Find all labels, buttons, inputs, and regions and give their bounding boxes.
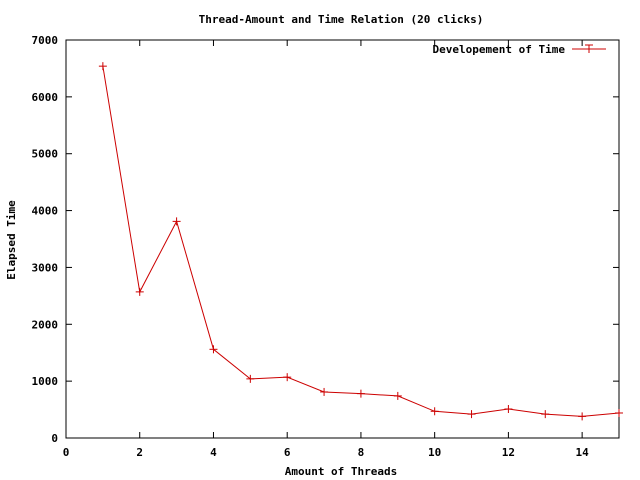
data-point-marker (467, 410, 476, 419)
x-tick-label: 6 (284, 446, 291, 459)
chart-title: Thread-Amount and Time Relation (20 clic… (199, 13, 484, 26)
data-point-marker (541, 410, 550, 419)
x-tick-label: 12 (502, 446, 515, 459)
data-point-marker (135, 287, 144, 296)
plot-frame (65, 39, 620, 439)
data-point-marker (246, 374, 255, 383)
y-tick-label: 0 (51, 432, 58, 445)
data-point-marker (578, 412, 587, 421)
legend: Developement of Time (433, 43, 606, 56)
x-axis-label: Amount of Threads (285, 465, 398, 478)
data-point-marker (172, 217, 181, 226)
data-point-marker (615, 408, 623, 417)
legend-marker (585, 44, 593, 53)
data-point-marker (393, 391, 402, 400)
series-layer (98, 62, 623, 421)
y-tick-label: 6000 (32, 91, 59, 104)
y-tick-label: 2000 (32, 318, 59, 331)
x-tick-label: 0 (63, 446, 70, 459)
y-axis: 0 1000 2000 3000 4000 5000 6000 7000 (32, 34, 619, 445)
data-point-marker (504, 405, 513, 414)
data-point-marker (209, 345, 218, 354)
data-point-marker (283, 373, 292, 382)
legend-label: Developement of Time (433, 43, 566, 56)
data-point-marker (430, 407, 439, 416)
y-tick-label: 3000 (32, 261, 59, 274)
y-tick-label: 5000 (32, 148, 59, 161)
data-point-marker (356, 389, 365, 398)
x-tick-label: 4 (210, 446, 217, 459)
x-tick-label: 2 (136, 446, 143, 459)
series-line (102, 66, 620, 417)
y-tick-label: 4000 (32, 205, 59, 218)
x-tick-label: 10 (428, 446, 441, 459)
x-tick-label: 14 (576, 446, 590, 459)
x-axis: 0 2 4 6 8 10 12 14 (63, 40, 589, 459)
y-tick-label: 7000 (32, 34, 59, 47)
y-tick-label: 1000 (32, 375, 59, 388)
x-tick-label: 8 (358, 446, 365, 459)
y-axis-label: Elapsed Time (5, 200, 18, 280)
data-point-marker (320, 387, 329, 396)
data-point-marker (98, 62, 107, 71)
